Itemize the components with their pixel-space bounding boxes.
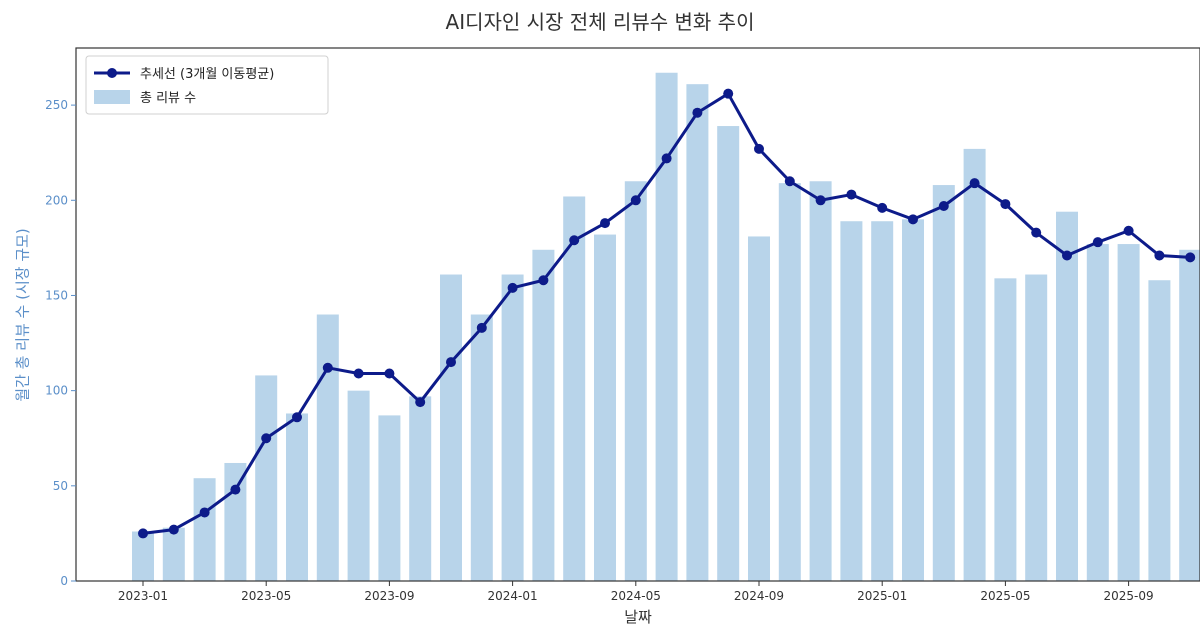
trend-point: [692, 107, 703, 118]
legend-label-bars: 총 리뷰 수: [140, 91, 196, 106]
bar: [840, 221, 863, 581]
bar: [932, 185, 955, 582]
trend-point: [1092, 237, 1103, 248]
trend-point: [877, 202, 888, 213]
trend-point: [353, 368, 364, 379]
trend-point: [138, 528, 148, 539]
bar: [717, 126, 740, 582]
bar: [809, 181, 832, 581]
trend-point: [322, 362, 333, 373]
x-tick-label: 2023-09: [364, 589, 414, 603]
trend-point: [846, 189, 857, 200]
bar: [871, 221, 894, 581]
trend-point: [230, 484, 241, 495]
bar: [501, 274, 524, 581]
bar: [655, 72, 678, 581]
bar: [470, 314, 493, 581]
trend-point: [784, 176, 795, 187]
bar: [902, 219, 924, 582]
bar: [994, 278, 1017, 581]
bar: [594, 234, 616, 582]
x-tick-label: 2025-09: [1104, 589, 1154, 603]
bar: [1086, 244, 1109, 581]
bar: [1056, 211, 1078, 581]
trend-point: [1154, 250, 1165, 261]
trend-point: [1000, 199, 1011, 210]
trend-point: [1062, 250, 1072, 261]
x-tick-label: 2025-01: [857, 589, 907, 603]
trend-point: [600, 218, 610, 229]
bar: [624, 181, 647, 581]
bar: [132, 531, 154, 581]
x-tick-label: 2024-09: [734, 589, 784, 603]
bar: [162, 527, 185, 581]
bar: [286, 413, 308, 581]
bar: [409, 396, 432, 581]
bar: [778, 183, 801, 581]
y-tick-label: 150: [45, 288, 68, 302]
bar: [440, 274, 462, 581]
bar: [748, 236, 770, 582]
trend-point: [661, 153, 672, 164]
bar: [563, 196, 586, 581]
trend-point: [908, 214, 918, 225]
y-tick-label: 250: [45, 98, 68, 112]
bar: [686, 84, 709, 582]
x-tick-label: 2023-01: [118, 589, 168, 603]
trend-point: [754, 143, 764, 154]
trend-point: [292, 412, 302, 423]
bar: [378, 415, 401, 581]
x-tick-label: 2023-05: [241, 589, 291, 603]
legend-bar-swatch: [94, 90, 130, 104]
legend-line-marker: [107, 68, 117, 78]
trend-point: [630, 195, 641, 206]
legend-box: [85, 55, 329, 115]
y-tick-label: 50: [53, 479, 68, 493]
bar: [255, 375, 278, 581]
trend-point: [384, 368, 395, 379]
trend-point: [938, 200, 949, 211]
x-tick-label: 2025-05: [980, 589, 1030, 603]
chart-title: AI디자인 시장 전체 리뷰수 변화 추이: [445, 10, 755, 34]
bar: [193, 478, 216, 581]
trend-point: [415, 397, 426, 408]
trend-point: [969, 178, 980, 189]
trend-point: [723, 88, 734, 99]
bar: [1117, 244, 1140, 581]
trend-point: [261, 433, 272, 444]
trend-point: [815, 195, 826, 206]
trend-point: [476, 322, 487, 333]
bar: [316, 314, 339, 581]
trend-point: [199, 507, 210, 518]
bar: [1025, 274, 1048, 581]
trend-point: [1031, 227, 1042, 238]
y-tick-label: 100: [45, 384, 68, 398]
trend-point: [507, 282, 518, 293]
bar: [224, 462, 247, 581]
trend-point: [446, 357, 456, 368]
trend-point: [168, 524, 179, 535]
trend-point: [1123, 225, 1134, 236]
x-tick-label: 2024-01: [488, 589, 538, 603]
bar: [532, 249, 555, 581]
trend-point: [1185, 252, 1196, 263]
bar: [347, 390, 370, 581]
x-axis-label: 날짜: [624, 608, 652, 626]
plot-frame: [75, 47, 1200, 582]
bar: [1179, 249, 1200, 581]
trend-point: [569, 235, 580, 246]
y-tick-label: 200: [45, 193, 68, 207]
bar: [963, 148, 986, 581]
y-tick-label: 0: [60, 574, 68, 588]
bar: [1148, 280, 1171, 581]
trend-point: [538, 275, 549, 286]
x-tick-label: 2024-05: [611, 589, 661, 603]
legend-label-trend: 추세선 (3개월 이동평균): [140, 67, 274, 82]
